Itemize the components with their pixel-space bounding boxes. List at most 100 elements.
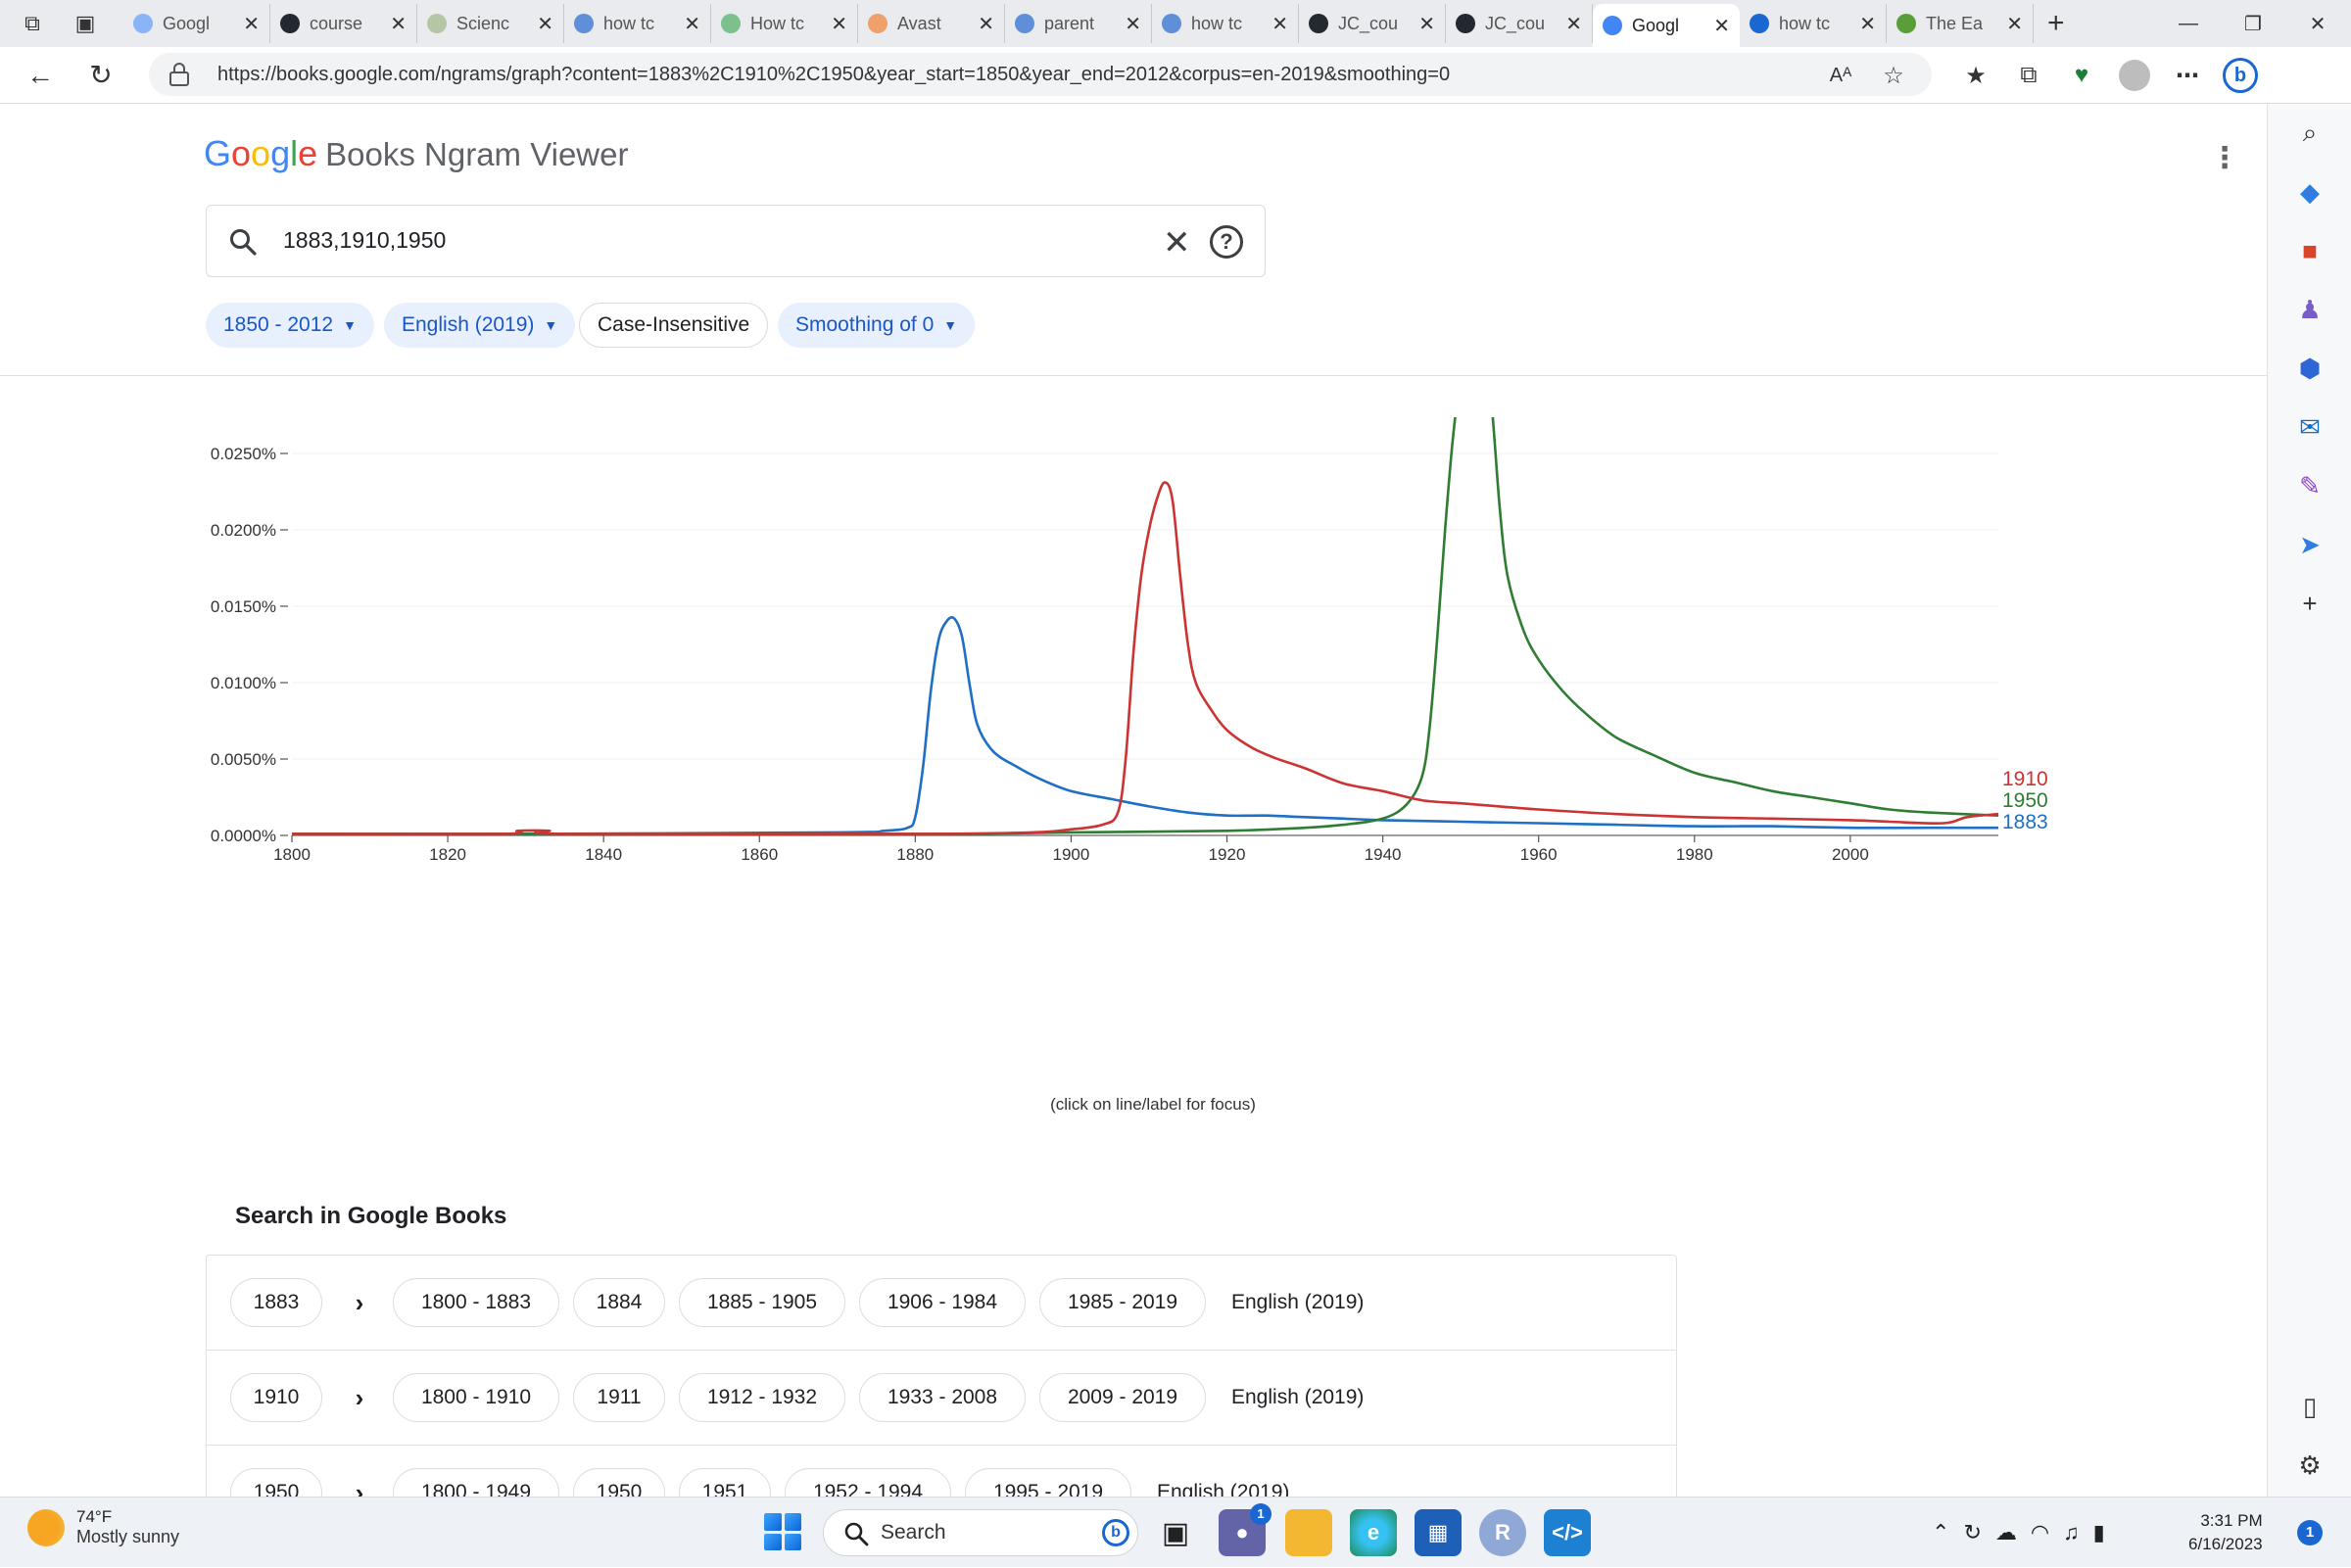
browser-essentials-icon[interactable]: ♥ — [2074, 62, 2089, 88]
workspaces-icon[interactable]: ⧉ — [24, 11, 40, 35]
restore-button[interactable]: ❐ — [2244, 13, 2262, 35]
favorite-star-icon[interactable]: ☆ — [1883, 62, 1904, 89]
sidebar-settings-gear-icon[interactable]: ⚙ — [2298, 1449, 2322, 1480]
year-range-dropdown[interactable]: 1850 - 2012 ▼ — [206, 303, 374, 348]
close-tab-icon[interactable]: ✕ — [390, 13, 407, 35]
sidebar-send-icon[interactable]: ➤ — [2299, 529, 2321, 559]
year-range-chip[interactable]: 1950 — [573, 1468, 665, 1497]
year-range-chip[interactable]: 1985 - 2019 — [1039, 1278, 1206, 1327]
collections-icon[interactable]: ⧉ — [2020, 62, 2038, 88]
close-tab-icon[interactable]: ✕ — [831, 13, 847, 35]
copilot-icon[interactable]: b — [2214, 58, 2267, 93]
browser-tab[interactable]: course ✕ — [270, 4, 417, 43]
taskbar-clock[interactable]: 3:31 PM 6/16/2023 — [2188, 1509, 2263, 1556]
year-range-chip[interactable]: 1800 - 1883 — [393, 1278, 559, 1327]
year-range-chip[interactable]: 1933 - 2008 — [859, 1373, 1026, 1422]
microsoft-store-icon[interactable]: ▦ — [1415, 1509, 1462, 1556]
url-input[interactable]: https://books.google.com/ngrams/graph?co… — [149, 53, 1932, 96]
case-insensitive-toggle[interactable]: Case-Insensitive — [579, 303, 769, 348]
clear-icon[interactable]: ✕ — [1163, 224, 1191, 261]
search-input[interactable]: 1883,1910,1950 — [283, 227, 447, 253]
close-tab-icon[interactable]: ✕ — [1418, 13, 1435, 35]
browser-tab[interactable]: how tc ✕ — [1740, 4, 1887, 43]
read-aloud-icon[interactable]: Aᴬ — [1829, 64, 1852, 86]
favorites-icon[interactable]: ★ — [1965, 62, 1987, 89]
sidebar-search-icon[interactable]: ⌕ — [2302, 118, 2318, 147]
browser-tab[interactable]: Scienc ✕ — [417, 4, 564, 43]
vscode-icon[interactable]: </> — [1544, 1509, 1591, 1556]
series-label-1883[interactable]: 1883 — [2002, 811, 2048, 833]
close-tab-icon[interactable]: ✕ — [1565, 13, 1582, 35]
chart-series[interactable] — [291, 417, 1999, 836]
task-view-icon[interactable]: ▣ — [1161, 1516, 1190, 1549]
lock-icon[interactable] — [168, 63, 190, 86]
taskbar-search-box[interactable]: Search b — [823, 1509, 1138, 1556]
r-app-icon[interactable]: R — [1479, 1509, 1526, 1556]
corpus-dropdown[interactable]: English (2019) ▼ — [384, 303, 576, 348]
year-range-chip[interactable]: 2009 - 2019 — [1039, 1373, 1206, 1422]
bing-icon[interactable]: b — [1102, 1519, 1129, 1546]
teams-chat-icon[interactable]: ● 1 — [1219, 1503, 1271, 1556]
corpus-link[interactable]: English (2019) — [1157, 1481, 1290, 1497]
year-range-chip[interactable]: 1800 - 1910 — [393, 1373, 559, 1422]
browser-tab[interactable]: Googl ✕ — [123, 4, 270, 43]
year-range-chip[interactable]: 1884 — [573, 1278, 665, 1327]
browser-tab[interactable]: parent ✕ — [1005, 4, 1152, 43]
close-tab-icon[interactable]: ✕ — [1271, 13, 1288, 35]
notification-badge[interactable]: 1 — [2297, 1520, 2323, 1545]
close-tab-icon[interactable]: ✕ — [1125, 13, 1141, 35]
year-range-chip[interactable]: 1885 - 1905 — [679, 1278, 845, 1327]
browser-tab[interactable]: The Ea ✕ — [1887, 4, 2034, 43]
battery-icon[interactable]: ▮ — [2092, 1520, 2105, 1544]
sidebar-shopping-icon[interactable]: ◆ — [2300, 176, 2320, 207]
close-tab-icon[interactable]: ✕ — [537, 13, 553, 35]
browser-tab[interactable]: how tc ✕ — [1152, 4, 1299, 43]
year-range-chip[interactable]: 1995 - 2019 — [965, 1468, 1131, 1497]
close-tab-icon[interactable]: ✕ — [684, 13, 700, 35]
corpus-link[interactable]: English (2019) — [1231, 1291, 1365, 1313]
series-line-1883[interactable] — [291, 616, 1999, 835]
chevron-up-icon[interactable]: ⌃ — [1932, 1520, 1950, 1544]
year-range-chip[interactable]: 1906 - 1984 — [859, 1278, 1026, 1327]
year-range-chip[interactable]: 1800 - 1949 — [393, 1468, 559, 1497]
tab-actions-icon[interactable]: ▣ — [74, 11, 96, 35]
onedrive-icon[interactable]: ☁ — [1994, 1520, 2017, 1544]
close-tab-icon[interactable]: ✕ — [978, 13, 994, 35]
year-range-chip[interactable]: 1952 - 1994 — [785, 1468, 951, 1497]
browser-tab[interactable]: how tc ✕ — [564, 4, 711, 43]
year-range-chip[interactable]: 1912 - 1932 — [679, 1373, 845, 1422]
ngram-search-box[interactable]: 1883,1910,1950 ✕ ? — [206, 205, 1266, 277]
close-window-button[interactable]: ✕ — [2309, 13, 2327, 35]
start-windows-icon[interactable] — [764, 1513, 801, 1550]
series-line-1910[interactable] — [291, 481, 1999, 836]
profile-avatar[interactable] — [2108, 60, 2161, 91]
term-chip[interactable]: 1883 — [230, 1278, 322, 1327]
weather-widget[interactable]: 74°F Mostly sunny — [27, 1507, 179, 1547]
term-chip[interactable]: 1950 — [230, 1468, 322, 1497]
settings-more-icon[interactable]: ⋯ — [2176, 62, 2199, 89]
sidebar-games-icon[interactable]: ♟ — [2298, 294, 2322, 324]
browser-tab[interactable]: JC_cou ✕ — [1299, 4, 1446, 43]
new-tab-button[interactable]: + — [2047, 7, 2065, 39]
browser-tab[interactable]: Avast ✕ — [858, 4, 1005, 43]
volume-icon[interactable]: ♫ — [2063, 1520, 2080, 1544]
series-label-1910[interactable]: 1910 — [2002, 768, 2048, 790]
sync-icon[interactable]: ↻ — [1963, 1520, 1982, 1544]
browser-tab[interactable]: JC_cou ✕ — [1446, 4, 1593, 43]
series-line-1950[interactable] — [291, 417, 1999, 835]
edge-browser-icon[interactable]: e — [1350, 1509, 1397, 1556]
term-chip[interactable]: 1910 — [230, 1373, 322, 1422]
refresh-icon[interactable]: ↻ — [89, 60, 113, 90]
year-range-chip[interactable]: 1951 — [679, 1468, 771, 1497]
help-icon[interactable]: ? — [1210, 225, 1243, 259]
browser-tab[interactable]: Googl ✕ — [1593, 4, 1740, 47]
sidebar-outlook-icon[interactable]: ✉ — [2299, 411, 2321, 442]
browser-tab[interactable]: How tc ✕ — [711, 4, 858, 43]
smoothing-dropdown[interactable]: Smoothing of 0 ▼ — [778, 303, 976, 348]
more-options-icon[interactable]: ⋮ — [2210, 142, 2239, 174]
sidebar-designer-icon[interactable]: ✎ — [2299, 470, 2321, 500]
corpus-link[interactable]: English (2019) — [1231, 1386, 1365, 1408]
minimize-button[interactable]: — — [2179, 12, 2198, 34]
